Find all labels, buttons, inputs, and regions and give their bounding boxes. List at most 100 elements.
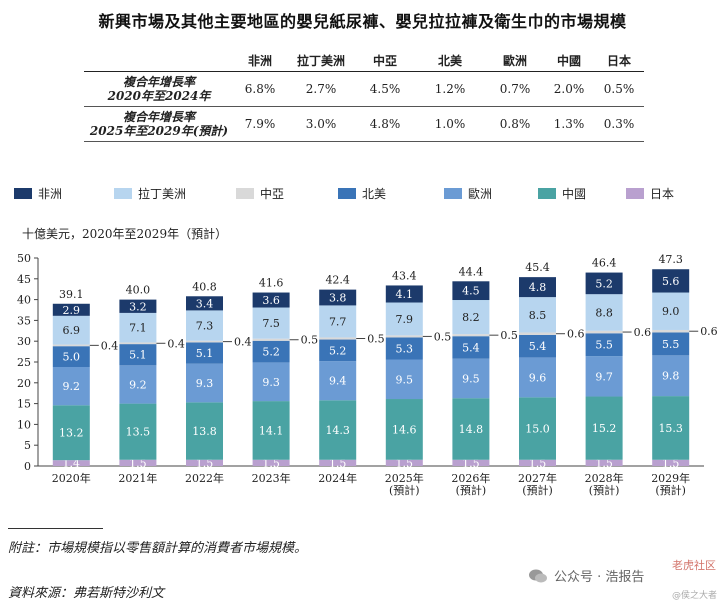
footnote: 附註：市場規模指以零售額計算的消費者市場規模。 (8, 541, 308, 556)
data-label: 1.5 (396, 457, 414, 470)
bar-segment (252, 338, 290, 341)
legend-item-north-america: 北美 (338, 185, 386, 202)
data-label: 15.2 (592, 422, 617, 435)
legend-label: 日本 (650, 187, 675, 201)
data-label: 14.3 (325, 424, 350, 437)
cagr-cell: 0.8% (486, 106, 544, 142)
legend-label: 北美 (362, 187, 387, 201)
cagr-cell: 4.5% (356, 71, 414, 107)
data-label: 5.2 (262, 346, 280, 359)
bar-segment (385, 459, 423, 466)
bar-segment (119, 312, 157, 343)
bar-segment (585, 272, 623, 295)
cagr-cell: 7.9% (234, 106, 286, 142)
data-label: 15.0 (525, 423, 550, 436)
callout-label: 0.4 (101, 339, 119, 352)
bar-segment (452, 358, 490, 399)
cagr-label-line2: 2025年至2029年(預計) (89, 124, 229, 138)
cagr-cell: 0.7% (486, 71, 544, 107)
callout-label: 0.6 (700, 325, 718, 338)
bar-segment (652, 269, 690, 293)
x-tick-label: 2025年 (385, 471, 424, 485)
bar-segment (452, 334, 490, 337)
y-tick-label: 35 (17, 314, 31, 327)
data-label: 15.3 (658, 422, 683, 435)
data-label: 9.8 (662, 370, 680, 383)
bar-segment (385, 302, 423, 336)
bar-segment (186, 363, 223, 403)
bar-segment (585, 396, 623, 460)
cagr-header-latam: 拉丁美洲 (286, 50, 356, 72)
bar-segment (519, 297, 556, 333)
bar-segment (385, 399, 423, 460)
total-label: 43.4 (392, 269, 417, 282)
legend-item-central-asia: 中亞 (236, 185, 284, 202)
bar-segment (585, 333, 623, 357)
source-note: 資料來源：弗若斯特沙利文 (8, 586, 165, 601)
cagr-row-label: 複合年增長率 2020年至2024年 (84, 71, 234, 107)
total-label: 42.4 (325, 274, 350, 287)
bar-segment (252, 340, 290, 363)
cagr-cell: 1.2% (414, 71, 486, 107)
bar-segment (252, 459, 290, 466)
cagr-cell: 0.3% (594, 106, 644, 142)
total-label: 46.4 (592, 257, 617, 270)
bar-segment (452, 336, 490, 359)
bar-segment (585, 459, 623, 466)
data-label: 9.7 (595, 370, 613, 383)
data-label: 5.5 (595, 339, 613, 352)
data-label: 5.5 (662, 338, 680, 351)
data-label: 1.5 (595, 457, 613, 470)
y-tick-label: 45 (17, 273, 31, 286)
bar-segment (186, 310, 223, 341)
x-tick-label: (預計) (589, 483, 620, 497)
data-label: 8.5 (529, 309, 547, 322)
bar-segment (519, 332, 556, 335)
bar-segment (452, 281, 490, 301)
watermark-brand: 老虎社区 (672, 559, 716, 572)
total-label: 45.4 (525, 261, 550, 274)
cagr-label-line1: 複合年增長率 (122, 75, 195, 89)
bar-segment (385, 337, 423, 360)
data-label: 8.2 (462, 311, 480, 324)
y-tick-label: 40 (17, 294, 31, 307)
data-label: 9.4 (329, 375, 347, 388)
y-tick-label: 10 (17, 418, 31, 431)
data-label: 5.6 (662, 275, 680, 288)
x-tick-label: (預計) (522, 483, 553, 497)
data-label: 7.7 (329, 315, 347, 328)
bar-segment (452, 300, 490, 335)
bar-segment (186, 340, 223, 343)
bar-segment (319, 305, 357, 338)
legend-label: 歐洲 (468, 187, 493, 201)
cagr-header-blank (84, 50, 234, 72)
bar-segment (52, 405, 90, 461)
data-label: 1.5 (129, 457, 147, 470)
chart-legend: 非洲 拉丁美洲 中亞 北美 歐洲 中國 日本 (14, 185, 714, 205)
cagr-cell: 0.5% (594, 71, 644, 107)
total-label: 40.8 (192, 280, 217, 293)
bar-segment (252, 362, 290, 402)
legend-item-africa: 非洲 (14, 185, 62, 202)
bar-segment (519, 459, 556, 466)
watermark-sub: @侯之大者 (672, 591, 718, 601)
bar-segment (519, 397, 556, 460)
callout-label: 0.6 (567, 328, 585, 341)
data-label: 14.1 (259, 424, 284, 437)
callout-label: 0.5 (367, 332, 385, 345)
total-label: 40.0 (126, 284, 151, 297)
data-label: 9.0 (662, 305, 680, 318)
cagr-table: 非洲 拉丁美洲 中亞 北美 歐洲 中國 日本 複合年增長率 2020年至2024… (84, 50, 644, 142)
y-tick-label: 15 (17, 398, 31, 411)
data-label: 5.4 (462, 341, 480, 354)
legend-label: 非洲 (38, 187, 63, 201)
cagr-header-row: 非洲 拉丁美洲 中亞 北美 歐洲 中國 日本 (84, 50, 644, 72)
data-label: 9.3 (196, 377, 214, 390)
legend-label: 中亞 (260, 187, 285, 201)
data-label: 1.5 (262, 457, 280, 470)
y-tick-label: 50 (17, 252, 31, 265)
data-label: 9.5 (462, 372, 480, 385)
x-tick-label: 2020年 (52, 471, 91, 485)
bar-segment (452, 398, 490, 460)
callout-label: 0.5 (500, 329, 518, 342)
